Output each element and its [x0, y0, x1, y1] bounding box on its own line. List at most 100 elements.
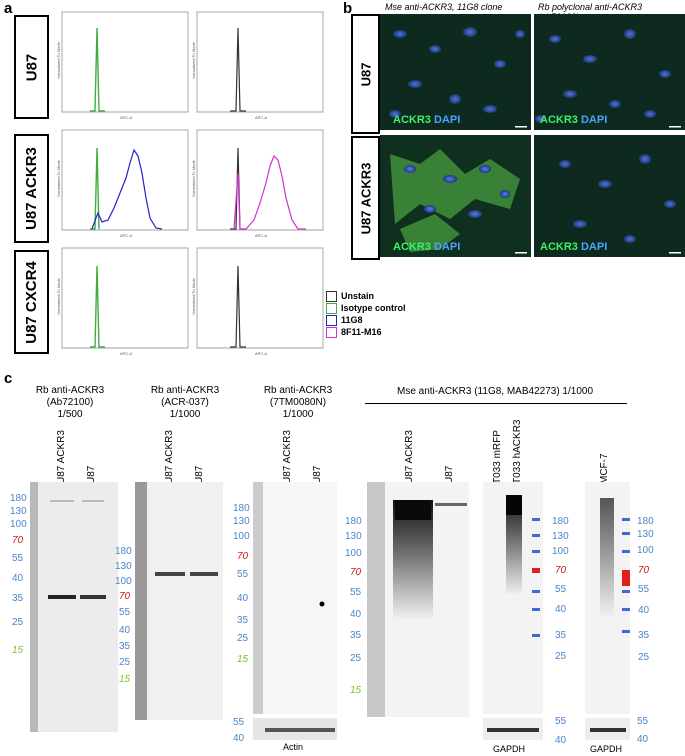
ladder-marker: 180: [637, 516, 654, 527]
ladder-marker: 25: [555, 651, 567, 662]
blot-header-acr037: Rb anti-ACKR3 (ACR-037) 1/1000: [150, 385, 220, 420]
ladder-marker: 100: [233, 531, 250, 542]
ladder-marker: 70: [350, 567, 362, 578]
ladder-marker: 180: [10, 493, 27, 504]
ladder-marker: 40: [12, 573, 24, 584]
ladder-marker: 100: [10, 519, 27, 530]
ladder-marker: 180: [345, 516, 362, 527]
ladder-marker: 15: [350, 685, 362, 696]
row-label-u87-cxcr4: U87 CXCR4: [14, 250, 49, 354]
x-axis-label: APC-A: [255, 233, 268, 238]
caption-gapdh: GAPDH: [590, 744, 623, 754]
y-axis-label: Normalized To Mode: [190, 160, 196, 197]
row-label-u87-ackr3: U87 ACKR3: [14, 134, 49, 243]
ladder-marker: 130: [345, 531, 362, 542]
row-label-u87: U87: [14, 15, 49, 119]
stain-label: ACKR3 DAPI: [540, 241, 608, 253]
ladder-marker: 35: [237, 615, 249, 626]
lane-label: U87 ACKR3: [282, 430, 293, 484]
ladder-marker: 55: [233, 717, 245, 728]
legend-item-unstain: Unstain: [326, 290, 406, 302]
ladder-marker: 55: [555, 716, 567, 727]
ladder-marker: 40: [638, 605, 650, 616]
y-axis-label: Normalized To Mode: [190, 42, 196, 79]
ladder-marker: 35: [555, 630, 567, 641]
blot-header-11g8: Mse anti-ACKR3 (11G8, MAB42273) 1/1000: [396, 386, 594, 397]
lane-label: U87 ACKR3: [164, 430, 175, 484]
ladder-marker: 25: [638, 652, 650, 663]
legend-item-11g8: 11G8: [326, 314, 406, 326]
legend-swatch: [326, 314, 337, 326]
ladder-marker: 70: [638, 565, 650, 576]
lane-label: T033 mRFP: [492, 430, 503, 484]
ladder-marker: 180: [233, 503, 250, 514]
ladder-marker: 130: [233, 516, 250, 527]
ladder-marker: 25: [237, 633, 249, 644]
x-axis-label: APC-A: [255, 115, 268, 120]
ladder-marker: 35: [350, 630, 362, 641]
lane-label: T033 hACKR3: [512, 419, 523, 484]
ladder-marker: 40: [637, 734, 649, 745]
ladder-marker: 70: [237, 551, 249, 562]
flow-histograms: [61, 11, 324, 349]
ladder-marker: 55: [237, 569, 249, 580]
ladder-marker: 70: [12, 535, 24, 546]
caption-actin: Actin: [283, 742, 304, 752]
ladder-marker: 15: [12, 645, 24, 656]
ladder-marker: 55: [119, 607, 131, 618]
ladder-marker: 40: [237, 593, 249, 604]
ladder-marker: 15: [119, 674, 131, 685]
panel-letter-a: a: [4, 0, 13, 17]
caption-gapdh: GAPDH: [493, 744, 526, 754]
ladder-marker: 40: [119, 625, 131, 636]
stain-label: ACKR3 DAPI: [393, 114, 461, 126]
y-axis-label: Normalized To Mode: [55, 160, 61, 197]
panel-letter-c: c: [4, 370, 13, 387]
legend-item-8f11: 8F11-M16: [326, 326, 406, 338]
ladder-marker: 40: [555, 604, 567, 615]
legend-swatch: [326, 302, 337, 314]
ladder-marker: 40: [555, 735, 567, 746]
y-axis-label: Normalized To Mode: [55, 278, 61, 315]
y-axis-label: Normalized To Mode: [190, 278, 196, 315]
legend-swatch: [326, 326, 337, 338]
ladder-marker: 25: [350, 653, 362, 664]
western-blots: [30, 482, 630, 740]
legend-swatch: [326, 290, 337, 302]
ladder-marker: 40: [233, 733, 245, 744]
ladder-marker: 130: [10, 506, 27, 517]
y-axis-label: Normalized To Mode: [55, 42, 61, 79]
row-label-u87-ackr3: U87 ACKR3: [351, 136, 380, 260]
col-title-11g8: Mse anti-ACKR3, 11G8 clone: [385, 2, 503, 12]
lane-label: U87 ACKR3: [56, 430, 67, 484]
ladder-marker: 35: [12, 593, 24, 604]
ladder-marker: 15: [237, 654, 249, 665]
stain-label: ACKR3 DAPI: [540, 114, 608, 126]
ladder-marker: 100: [115, 576, 132, 587]
panel-letter-b: b: [343, 0, 353, 17]
x-axis-label: APC-A: [255, 351, 268, 356]
ladder-marker: 35: [638, 630, 650, 641]
legend-item-isotype: Isotype control: [326, 302, 406, 314]
ladder-marker: 55: [637, 716, 649, 727]
microscopy-images: [380, 14, 685, 257]
ladder-marker: 100: [345, 548, 362, 559]
ladder-marker: 35: [119, 641, 131, 652]
x-axis-label: APC-A: [120, 351, 133, 356]
ladder-marker: 25: [12, 617, 24, 628]
ladder-marker: 100: [552, 546, 569, 557]
ladder-marker: 55: [350, 587, 362, 598]
blot-header-7tm0080n: Rb anti-ACKR3 (7TM0080N) 1/1000: [263, 385, 333, 420]
lane-label: U87 ACKR3: [404, 430, 415, 484]
ladder-marker: 100: [637, 545, 654, 556]
ladder-marker: 130: [115, 561, 132, 572]
ladder-marker: 55: [555, 584, 567, 595]
ladder-marker: 40: [350, 609, 362, 620]
ladder-marker: 70: [119, 591, 131, 602]
ladder-marker: 130: [637, 529, 654, 540]
x-axis-label: APC-A: [120, 115, 133, 120]
ladder-marker: 55: [638, 584, 650, 595]
stain-label: ACKR3 DAPI: [393, 241, 461, 253]
header-divider: [365, 403, 627, 404]
flow-legend: Unstain Isotype control 11G8 8F11-M16: [326, 290, 406, 338]
